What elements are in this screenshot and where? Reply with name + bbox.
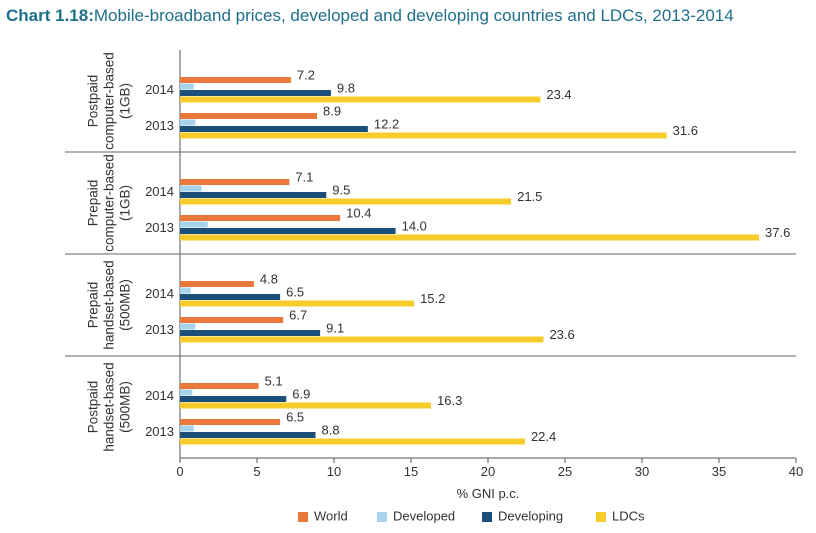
bar-developing: [180, 90, 331, 96]
bar-developed: [180, 323, 196, 330]
group-label: handset-based: [102, 362, 117, 451]
data-label-developing: 9.1: [326, 321, 344, 336]
bar-ldcs: [180, 132, 667, 139]
data-label-world: 5.1: [265, 374, 283, 389]
bar-world: [180, 281, 254, 287]
data-label-world: 4.8: [260, 272, 278, 287]
data-label-developing: 12.2: [374, 117, 399, 132]
bar-ldcs: [180, 300, 415, 307]
bar-developed: [180, 83, 194, 90]
data-label-developing: 14.0: [402, 219, 427, 234]
group-label: Postpaid: [86, 381, 101, 434]
data-label-ldcs: 31.6: [673, 123, 698, 138]
year-label: 2014: [145, 82, 174, 97]
bar-developed: [180, 287, 191, 294]
group-label: (500MB): [118, 381, 133, 433]
bar-ldcs: [180, 402, 432, 409]
x-tick-label: 40: [789, 464, 803, 479]
legend-label-developed: Developed: [393, 508, 455, 523]
bar-developing: [180, 396, 287, 402]
group-label: Prepaid: [86, 180, 101, 227]
data-label-world: 10.4: [346, 206, 371, 221]
data-label-ldcs: 16.3: [437, 393, 462, 408]
chart-title: Chart 1.18:Mobile-broadband prices, deve…: [6, 6, 734, 26]
data-label-ldcs: 21.5: [517, 189, 542, 204]
bar-world: [180, 383, 259, 389]
bar-developing: [180, 432, 316, 438]
legend-label-world: World: [314, 508, 348, 523]
data-label-developing: 6.9: [292, 387, 310, 402]
bar-world: [180, 77, 291, 83]
x-tick-label: 25: [558, 464, 572, 479]
data-label-ldcs: 23.6: [549, 327, 574, 342]
x-tick-label: 15: [404, 464, 418, 479]
bar-developed: [180, 389, 193, 396]
year-label: 2014: [145, 286, 174, 301]
bar-ldcs: [180, 198, 512, 205]
group-label: (1GB): [118, 185, 133, 221]
year-label: 2014: [145, 184, 174, 199]
legend-label-ldcs: LDCs: [612, 508, 645, 523]
x-tick-label: 10: [327, 464, 341, 479]
bar-ldcs: [180, 438, 525, 445]
group-label: computer-based: [102, 52, 117, 150]
x-tick-label: 35: [712, 464, 726, 479]
legend-swatch-developed: [377, 512, 387, 522]
data-label-ldcs: 22.4: [531, 429, 556, 444]
bar-world: [180, 317, 284, 323]
bar-ldcs: [180, 234, 760, 241]
bar-developed: [180, 119, 196, 126]
bar-developing: [180, 228, 396, 234]
bar-ldcs: [180, 96, 541, 103]
legend-swatch-world: [298, 512, 308, 522]
bar-ldcs: [180, 336, 544, 343]
data-label-ldcs: 37.6: [765, 225, 790, 240]
bar-developed: [180, 221, 208, 228]
year-label: 2013: [145, 322, 174, 337]
data-label-world: 7.1: [295, 170, 313, 185]
data-label-developing: 9.8: [337, 81, 355, 96]
bar-developing: [180, 294, 281, 300]
data-label-world: 6.5: [286, 410, 304, 425]
data-label-world: 8.9: [323, 104, 341, 119]
data-label-ldcs: 23.4: [546, 87, 571, 102]
group-label: handset-based: [102, 260, 117, 349]
group-label: (500MB): [118, 279, 133, 331]
chart-title-text: Mobile-broadband prices, developed and d…: [93, 6, 734, 25]
bar-developing: [180, 192, 327, 198]
bar-world: [180, 179, 290, 185]
year-label: 2013: [145, 424, 174, 439]
x-tick-label: 0: [176, 464, 183, 479]
year-label: 2013: [145, 220, 174, 235]
legend-swatch-ldcs: [596, 512, 606, 522]
bar-developed: [180, 425, 194, 432]
legend-swatch-developing: [482, 512, 492, 522]
bar-world: [180, 419, 281, 425]
group-label: (1GB): [118, 83, 133, 119]
data-label-developing: 6.5: [286, 285, 304, 300]
x-tick-label: 30: [635, 464, 649, 479]
x-axis-title: % GNI p.c.: [457, 486, 520, 501]
year-label: 2013: [145, 118, 174, 133]
data-label-developing: 9.5: [332, 183, 350, 198]
x-tick-label: 5: [253, 464, 260, 479]
bar-world: [180, 215, 341, 221]
bar-developing: [180, 330, 321, 336]
data-label-developing: 8.8: [322, 423, 340, 438]
data-label-ldcs: 15.2: [420, 291, 445, 306]
chart-number: Chart 1.18:: [6, 6, 94, 25]
bar-developing: [180, 126, 368, 132]
bar-world: [180, 113, 318, 119]
year-label: 2014: [145, 388, 174, 403]
data-label-world: 6.7: [289, 308, 307, 323]
group-label: Postpaid: [86, 75, 101, 128]
legend-label-developing: Developing: [498, 508, 563, 523]
group-label: computer-based: [102, 154, 117, 252]
bar-developed: [180, 185, 202, 192]
data-label-world: 7.2: [297, 68, 315, 83]
x-tick-label: 20: [481, 464, 495, 479]
group-label: Prepaid: [86, 282, 101, 329]
